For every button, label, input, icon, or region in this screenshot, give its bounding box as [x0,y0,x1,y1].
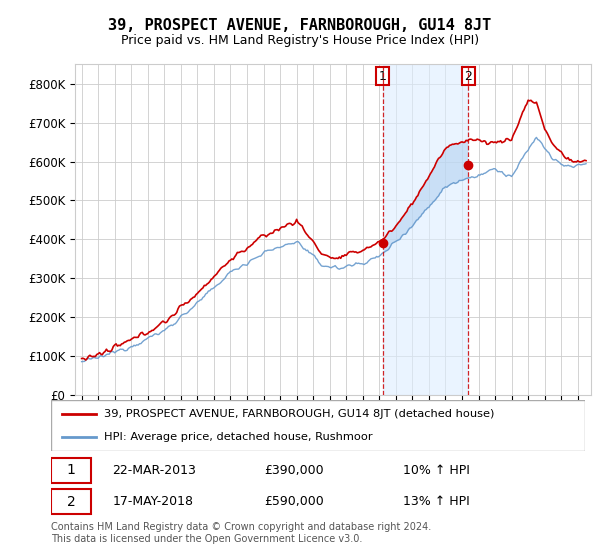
Text: 39, PROSPECT AVENUE, FARNBOROUGH, GU14 8JT: 39, PROSPECT AVENUE, FARNBOROUGH, GU14 8… [109,18,491,33]
Text: 1: 1 [67,463,76,477]
Text: 13% ↑ HPI: 13% ↑ HPI [403,495,470,508]
Text: 1: 1 [379,69,387,82]
Bar [383,64,468,395]
Text: 10% ↑ HPI: 10% ↑ HPI [403,464,470,477]
Text: 2: 2 [464,69,472,82]
Text: £590,000: £590,000 [265,495,325,508]
Text: £390,000: £390,000 [265,464,324,477]
Text: Contains HM Land Registry data © Crown copyright and database right 2024.
This d: Contains HM Land Registry data © Crown c… [51,522,431,544]
Text: 2: 2 [67,494,76,508]
Text: 17-MAY-2018: 17-MAY-2018 [112,495,193,508]
FancyBboxPatch shape [51,400,585,451]
Text: 39, PROSPECT AVENUE, FARNBOROUGH, GU14 8JT (detached house): 39, PROSPECT AVENUE, FARNBOROUGH, GU14 8… [104,409,495,419]
Text: 22-MAR-2013: 22-MAR-2013 [112,464,196,477]
FancyBboxPatch shape [51,489,91,514]
Text: HPI: Average price, detached house, Rushmoor: HPI: Average price, detached house, Rush… [104,432,373,442]
FancyBboxPatch shape [51,458,91,483]
Text: Price paid vs. HM Land Registry's House Price Index (HPI): Price paid vs. HM Land Registry's House … [121,34,479,46]
